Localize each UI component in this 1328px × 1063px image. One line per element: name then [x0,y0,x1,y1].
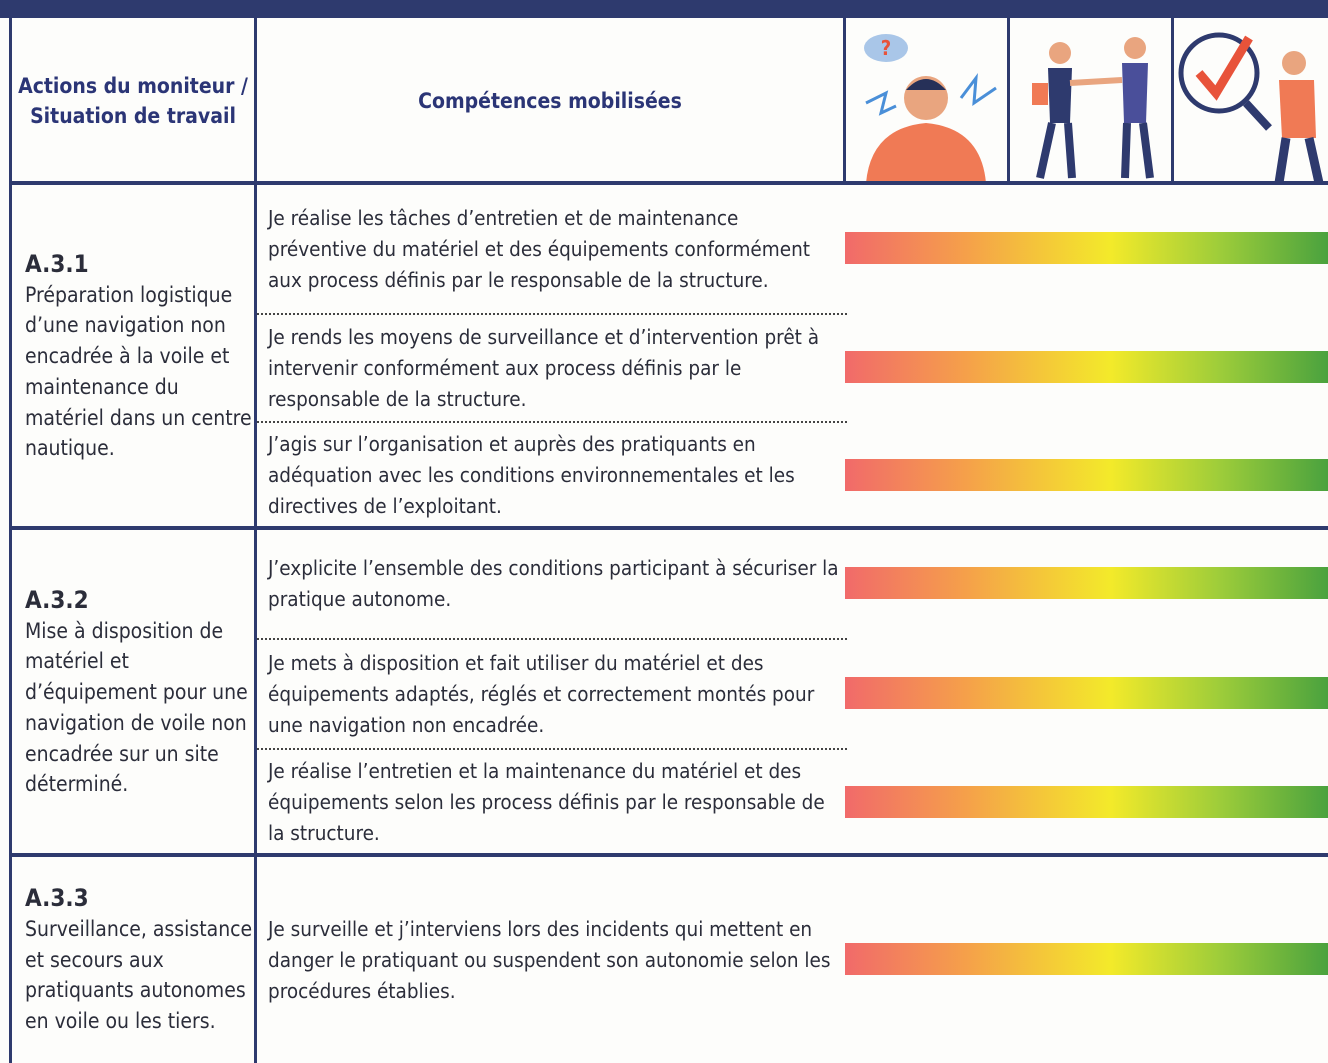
sub-divider [257,313,847,315]
row-divider [9,181,1328,185]
illustration-check [1178,32,1324,183]
sub-divider [257,748,847,750]
action-code: A.3.3 [25,884,89,912]
header-col2: Compétences mobilisées [418,88,682,113]
svg-text:?: ? [881,36,891,60]
competence: J’agis sur l’organisation et auprès des … [268,432,795,518]
competence: J’explicite l’ensemble des conditions pa… [268,556,839,611]
action-title: Préparation logistique d’une navigation … [25,282,252,461]
action-cell: A.3.2 Mise à disposition de matériel et d… [12,530,254,855]
action-code: A.3.2 [25,585,89,614]
divider [254,18,257,1063]
sub-divider [257,638,847,640]
divider [843,18,846,183]
illustration-stress: ? [864,34,997,183]
competence: Je réalise les tâches d’entretien et de … [268,205,811,292]
sub-divider [257,421,847,423]
border [9,18,12,1063]
gradient-bar [845,567,1328,599]
gradient-bar [845,943,1328,975]
illustration-handshake [1032,37,1154,179]
top-band [0,0,1328,18]
competence: Je mets à disposition et fait utiliser d… [268,650,815,737]
action-title: Mise à disposition de matériel et d’équi… [25,618,248,797]
gradient-bar [845,677,1328,709]
competence: Je surveille et j’interviens lors des in… [268,916,831,1003]
divider [1171,18,1174,183]
competence: Je rends les moyens de surveillance et d… [268,324,820,411]
competence: Je réalise l’entretien et la maintenance… [268,759,825,845]
header-col1: Actions du moniteur / Situation de trava… [18,73,248,128]
action-cell: A.3.3 Surveillance, assistance et secours… [12,857,254,1063]
action-title: Surveillance, assistance et secours aux … [25,916,253,1034]
action-cell: A.3.1 Préparation logistique d’une naviga… [12,185,254,528]
gradient-bar [845,785,1328,818]
row-divider [9,853,1328,857]
gradient-bar [845,351,1328,383]
gradient-bar [845,458,1328,491]
gradient-bar [845,232,1328,264]
divider [1007,18,1010,183]
action-code: A.3.1 [25,249,89,278]
row-divider [9,526,1328,530]
